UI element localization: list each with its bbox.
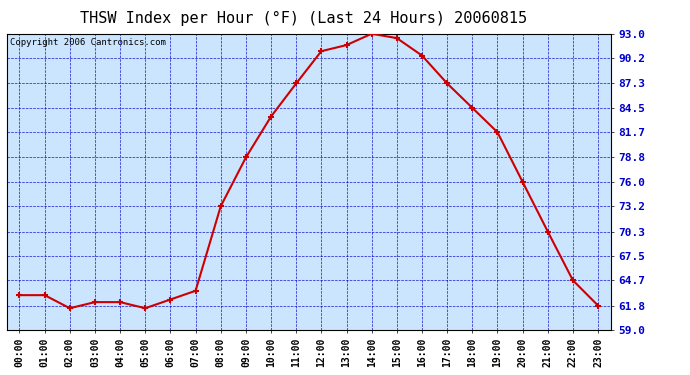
Text: Copyright 2006 Cantronics.com: Copyright 2006 Cantronics.com [10,38,166,47]
Text: THSW Index per Hour (°F) (Last 24 Hours) 20060815: THSW Index per Hour (°F) (Last 24 Hours)… [80,11,527,26]
